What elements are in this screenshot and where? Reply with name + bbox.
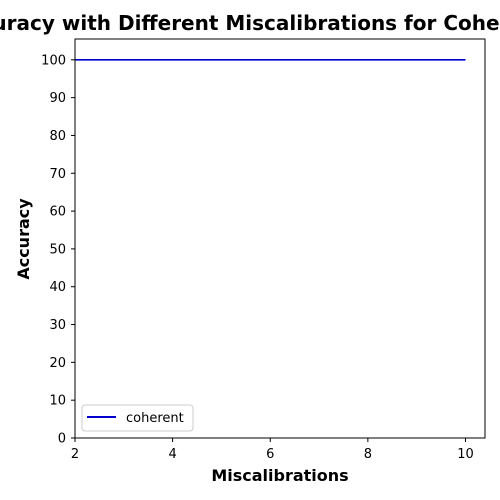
y-axis-ticks: 0 10 20 30 40 50 60 70 80 90 100 [41, 53, 75, 447]
y-tick-label: 80 [49, 129, 66, 144]
legend-box [81, 404, 194, 432]
y-axis-label: Accuracy [14, 198, 33, 280]
y-tick-label: 0 [58, 432, 66, 447]
x-axis-ticks: 2 4 6 8 10 [71, 438, 474, 462]
y-tick-label: 40 [49, 280, 66, 295]
y-tick-label: 20 [49, 356, 66, 371]
y-tick-label: 90 [49, 91, 66, 106]
x-tick-label: 8 [364, 447, 372, 462]
x-tick-label: 4 [168, 447, 176, 462]
y-tick-label: 10 [49, 394, 66, 409]
x-axis-label: Miscalibrations [211, 466, 348, 485]
x-tick-label: 6 [266, 447, 274, 462]
y-tick-label: 50 [49, 242, 66, 257]
x-tick-label: 2 [71, 447, 79, 462]
y-tick-label: 60 [49, 205, 66, 220]
plot-frame [74, 38, 486, 439]
legend-label-coherent: coherent [126, 411, 184, 426]
chart-title: Accuracy with Different Miscalibrations … [0, 11, 500, 35]
y-tick-label: 100 [41, 53, 66, 68]
y-tick-label: 30 [49, 318, 66, 333]
y-tick-label: 70 [49, 167, 66, 182]
legend: coherent [81, 404, 194, 432]
x-tick-label: 10 [457, 447, 474, 462]
